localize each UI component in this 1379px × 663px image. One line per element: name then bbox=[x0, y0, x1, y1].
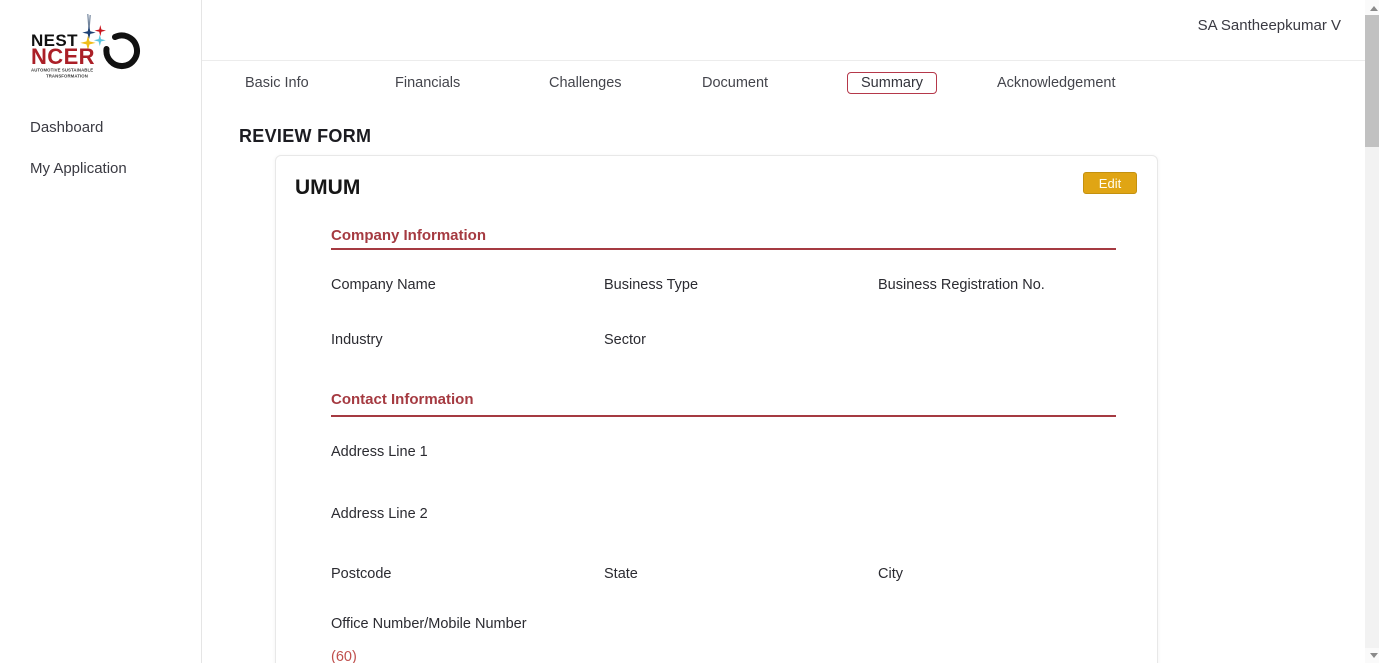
svg-text:NCER: NCER bbox=[31, 44, 95, 69]
svg-text:AUTOMOTIVE SUSTAINABLE: AUTOMOTIVE SUSTAINABLE bbox=[31, 68, 93, 73]
svg-text:TRANSFORMATION: TRANSFORMATION bbox=[46, 74, 88, 79]
